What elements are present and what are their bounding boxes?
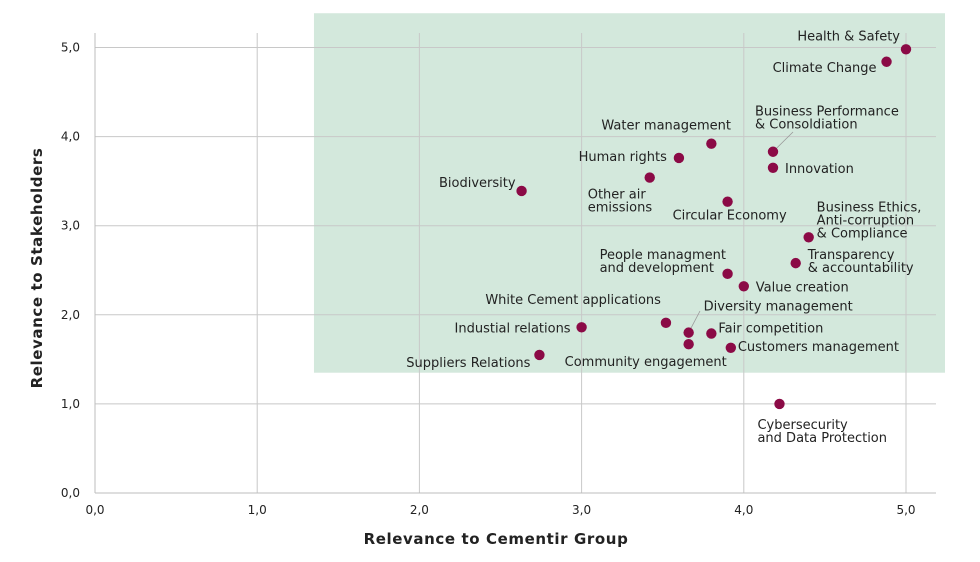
data-point-label: Suppliers Relations xyxy=(406,356,530,371)
data-point xyxy=(767,146,779,157)
x-tick-label: 1,0 xyxy=(248,503,267,517)
data-point-label: Customers management xyxy=(738,340,899,355)
y-tick-label: 3,0 xyxy=(61,219,80,233)
data-point xyxy=(722,196,733,207)
data-point xyxy=(738,281,749,292)
x-tick-label: 4,0 xyxy=(734,503,753,517)
x-axis-title: Relevance to Cementir Group xyxy=(364,530,629,548)
data-point-label: Human rights xyxy=(579,150,668,165)
data-point xyxy=(722,268,733,280)
data-point-label: Other air emissions xyxy=(588,188,653,216)
x-tick-label: 5,0 xyxy=(896,503,915,517)
data-point-label: Value creation xyxy=(756,280,849,295)
x-tick-label: 0,0 xyxy=(85,503,104,517)
data-point-label: White Cement applications xyxy=(485,293,661,308)
data-point xyxy=(576,322,587,333)
data-point xyxy=(516,185,527,197)
x-tick-label: 2,0 xyxy=(410,503,429,517)
data-point xyxy=(900,44,912,55)
data-point-label: Biodiversity xyxy=(439,176,516,191)
data-point xyxy=(673,152,685,164)
y-tick-label: 1,0 xyxy=(61,397,80,411)
data-point xyxy=(767,162,779,173)
data-point xyxy=(881,56,892,67)
data-point-label: Business Ethics, Anti-corruption & Complia… xyxy=(817,200,922,241)
data-point xyxy=(644,172,655,183)
data-point xyxy=(683,327,694,338)
data-point-label: Community engagement xyxy=(565,355,727,370)
y-tick-label: 2,0 xyxy=(61,308,80,322)
data-point-label: Transparency & accountability xyxy=(807,248,914,276)
y-axis-title: Relevance to Stakeholders xyxy=(28,148,46,389)
data-point-label: Innovation xyxy=(785,162,854,177)
y-tick-label: 4,0 xyxy=(61,130,80,144)
data-point xyxy=(683,339,694,350)
data-point-label: Cybersecurity and Data Protection xyxy=(757,418,887,446)
data-point-label: Health & Safety xyxy=(797,29,900,44)
x-tick-label: 3,0 xyxy=(572,503,591,517)
data-point xyxy=(706,328,717,339)
data-point xyxy=(725,342,737,353)
y-tick-label: 5,0 xyxy=(61,41,80,55)
data-point xyxy=(706,138,717,149)
data-point-label: Fair competition xyxy=(718,322,823,337)
data-point-label: Circular Economy xyxy=(673,209,787,224)
data-point xyxy=(790,257,801,269)
data-point xyxy=(534,349,545,361)
data-point-label: Climate Change xyxy=(773,61,877,76)
data-point xyxy=(803,232,814,243)
data-point xyxy=(660,317,672,329)
data-point-label: Industial relations xyxy=(455,321,571,336)
y-tick-label: 0,0 xyxy=(61,486,80,500)
data-point-label: Business Performance & Consoldiation xyxy=(755,105,899,133)
data-point-label: Water management xyxy=(601,119,731,134)
data-point-label: Diversity management xyxy=(704,300,853,315)
data-point xyxy=(774,398,785,410)
data-point-label: People managment and development xyxy=(600,248,726,276)
